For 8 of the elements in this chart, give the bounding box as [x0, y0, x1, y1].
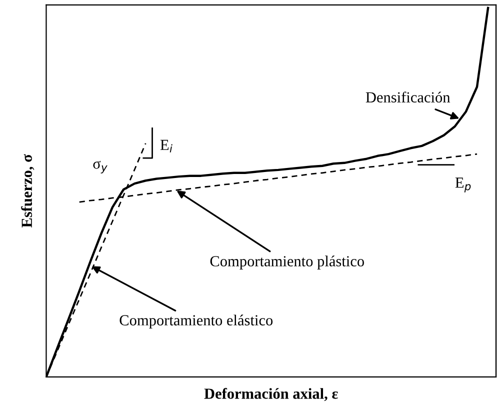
annotation: Comportamiento elástico: [120, 314, 273, 329]
y-axis-title: Esfuerzo, σ: [21, 154, 34, 228]
x-axis-title: Deformación axial, ε: [204, 388, 338, 402]
annotation: E$_{i}$: [160, 140, 172, 152]
annotation: Comportamiento plástico: [210, 256, 364, 270]
annotation: E$_{p}$: [455, 178, 471, 192]
annotation: σ$_{y}$: [93, 160, 108, 174]
annotation: Densificación: [366, 92, 450, 103]
